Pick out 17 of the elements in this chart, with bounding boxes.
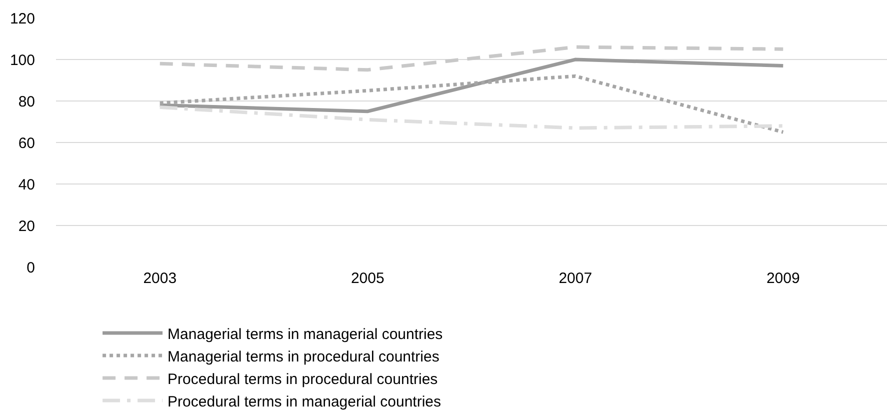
y-tick-label: 120	[10, 10, 35, 28]
legend-label: Managerial terms in managerial countries	[168, 326, 443, 343]
y-tick-label: 0	[26, 259, 35, 276]
y-tick-label: 40	[18, 176, 35, 194]
line-series	[158, 105, 785, 130]
legend-label: Procedural terms in managerial countries	[168, 393, 442, 410]
x-tick-label: 2007	[558, 270, 592, 287]
x-tick-label: 2009	[766, 270, 800, 287]
x-tick-label: 2003	[143, 270, 177, 287]
legend-label: Procedural terms in procedural countries	[168, 370, 438, 388]
y-tick-label: 100	[10, 52, 35, 69]
y-tick-label: 20	[18, 218, 35, 235]
legend-label: Managerial terms in procedural countries	[168, 348, 440, 366]
x-tick-label: 2005	[350, 270, 384, 287]
y-tick-label: 60	[18, 134, 35, 152]
line-series	[158, 45, 785, 72]
y-tick-label: 80	[18, 93, 35, 110]
